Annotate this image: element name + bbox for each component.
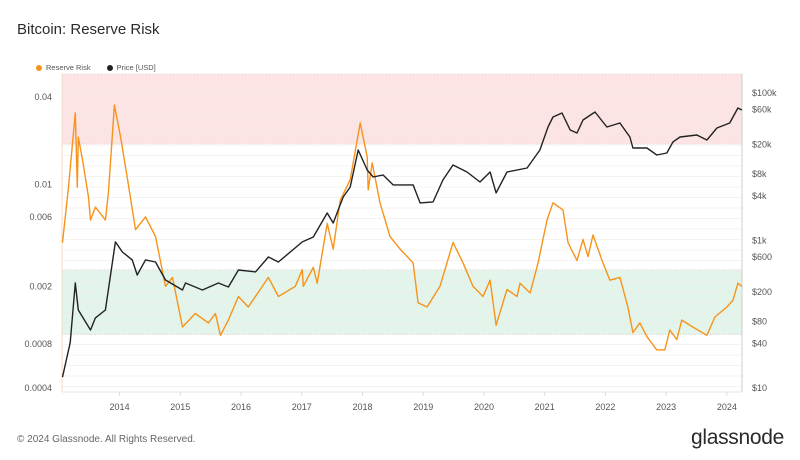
y-left-tick-label: 0.04 <box>34 92 52 102</box>
x-tick-label: 2021 <box>535 402 555 412</box>
x-tick-label: 2022 <box>595 402 615 412</box>
y-right-tick-label: $4k <box>752 191 767 201</box>
legend-dot-icon <box>106 64 113 71</box>
y-right-tick-label: $40 <box>752 339 767 349</box>
legend-item-reserve-risk[interactable]: Reserve Risk <box>36 63 91 72</box>
y-left-tick-label: 0.0008 <box>24 339 52 349</box>
y-left-tick-label: 0.01 <box>34 180 52 190</box>
legend: Reserve Risk Price [USD] <box>36 63 156 72</box>
x-tick-label: 2015 <box>170 402 190 412</box>
y-left-tick-label: 0.0004 <box>24 383 52 393</box>
glassnode-logo: glassnode <box>690 426 784 449</box>
y-right-tick-label: $80 <box>752 316 767 326</box>
x-tick-label: 2014 <box>110 402 130 412</box>
chart-title: Bitcoin: Reserve Risk <box>17 21 160 38</box>
x-tick-label: 2024 <box>717 402 737 412</box>
x-tick-label: 2019 <box>413 402 433 412</box>
legend-label: Price [USD] <box>116 63 156 72</box>
y-right-tick-label: $60k <box>752 104 772 114</box>
series-line-price-usd <box>61 107 743 378</box>
y-right-tick-label: $200 <box>752 287 772 297</box>
x-tick-label: 2018 <box>352 402 372 412</box>
y-left-tick-label: 0.006 <box>29 212 52 222</box>
y-right-tick-label: $1k <box>752 235 767 245</box>
x-tick-label: 2016 <box>231 402 251 412</box>
x-tick-label: 2017 <box>292 402 312 412</box>
legend-dot-icon <box>36 64 42 71</box>
y-right-tick-label: $20k <box>752 140 772 150</box>
series-line-reserve-risk <box>61 104 743 351</box>
legend-label: Reserve Risk <box>46 63 91 72</box>
y-right-tick-label: $600 <box>752 252 772 262</box>
zone-high <box>62 74 742 145</box>
y-right-tick-label: $8k <box>752 169 767 179</box>
y-right-tick-label: $100k <box>752 88 777 98</box>
y-right-tick-label: $10 <box>752 383 767 393</box>
x-tick-label: 2023 <box>656 402 676 412</box>
x-tick-label: 2020 <box>474 402 494 412</box>
y-left-tick-label: 0.002 <box>29 281 52 291</box>
legend-item-price[interactable]: Price [USD] <box>106 63 156 72</box>
zone-low <box>62 269 742 335</box>
copyright: © 2024 Glassnode. All Rights Reserved. <box>17 434 196 445</box>
